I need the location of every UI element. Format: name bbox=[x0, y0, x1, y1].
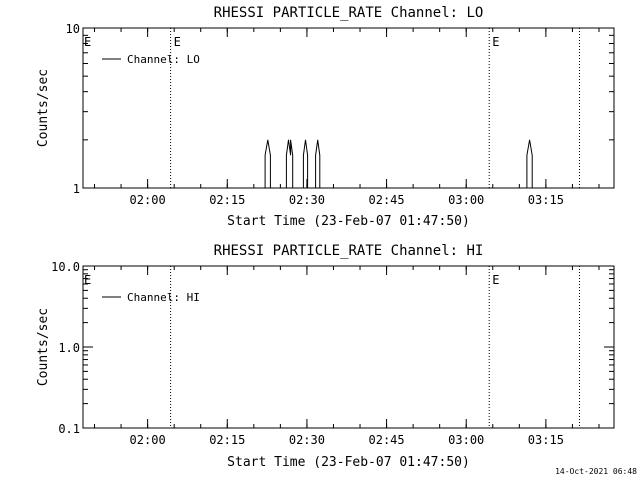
y-tick-label: 1.0 bbox=[58, 341, 80, 355]
chart-title: RHESSI PARTICLE_RATE Channel: LO bbox=[214, 5, 484, 21]
event-label: E bbox=[492, 273, 499, 287]
x-tick-label: 02:30 bbox=[289, 433, 325, 447]
y-tick-label: 0.1 bbox=[58, 422, 80, 436]
x-tick-label: 02:45 bbox=[369, 193, 405, 207]
event-label: E bbox=[174, 35, 181, 49]
series-line bbox=[83, 139, 614, 189]
y-tick-label: 10 bbox=[66, 22, 80, 36]
legend-label: Channel: HI bbox=[127, 291, 200, 304]
footer-timestamp: 14-Oct-2021 06:48 bbox=[555, 467, 637, 476]
chart-title: RHESSI PARTICLE_RATE Channel: HI bbox=[214, 243, 484, 259]
y-axis-label: Counts/sec bbox=[36, 308, 51, 386]
plot-frame bbox=[82, 27, 615, 189]
left-event-marker: E bbox=[84, 273, 91, 287]
x-tick-label: 02:45 bbox=[369, 433, 405, 447]
left-event-marker: E bbox=[84, 35, 91, 49]
x-tick-label: 03:15 bbox=[528, 193, 564, 207]
x-tick-label: 02:15 bbox=[209, 433, 245, 447]
x-tick-label: 02:00 bbox=[130, 433, 166, 447]
event-label: E bbox=[492, 35, 499, 49]
y-axis-label: Counts/sec bbox=[36, 69, 51, 147]
x-tick-label: 03:00 bbox=[448, 433, 484, 447]
panel-hi: RHESSI PARTICLE_RATE Channel: HI 0.1 1.0 10… bbox=[36, 243, 615, 470]
panel-lo: RHESSI PARTICLE_RATE Channel: LO 1 10 02:00… bbox=[36, 5, 615, 229]
x-axis-label: Start Time (23-Feb-07 01:47:50) bbox=[227, 455, 470, 470]
x-tick-label: 03:00 bbox=[448, 193, 484, 207]
x-tick-label: 03:15 bbox=[528, 433, 564, 447]
x-tick-label: 02:15 bbox=[209, 193, 245, 207]
y-tick-label: 1 bbox=[73, 182, 80, 196]
legend-label: Channel: LO bbox=[127, 53, 200, 66]
x-axis-label: Start Time (23-Feb-07 01:47:50) bbox=[227, 214, 470, 229]
x-tick-label: 02:30 bbox=[289, 193, 325, 207]
x-tick-label: 02:00 bbox=[130, 193, 166, 207]
y-tick-label: 10.0 bbox=[51, 260, 80, 274]
